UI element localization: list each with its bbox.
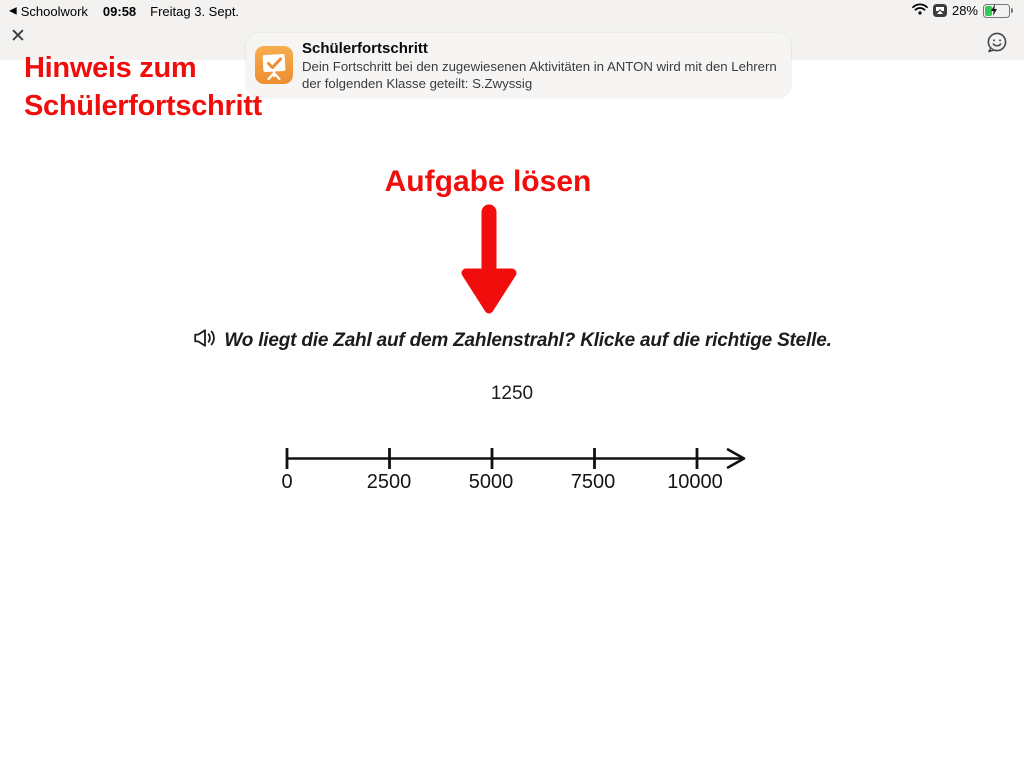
annotation-heading-line2: Schülerfortschritt (24, 90, 262, 122)
exercise-prompt: Wo liegt die Zahl auf dem Zahlenstrahl? … (224, 329, 832, 351)
battery-percent: 28% (951, 3, 978, 18)
number-line-axis[interactable] (280, 441, 758, 477)
airplay-icon (932, 4, 947, 17)
tick-label: 2500 (366, 471, 412, 493)
exercise-prompt-row: Wo liegt die Zahl auf dem Zahlenstrahl? … (0, 327, 1024, 354)
tick-label: 10000 (667, 471, 723, 493)
tick-label: 5000 (468, 471, 514, 493)
status-bar-right: 28% (912, 3, 1013, 18)
status-bar-left: ◀ Schoolwork 09:58 Freitag 3. Sept. (9, 4, 239, 20)
notification-body: Dein Fortschritt bei den zugewiesenen Ak… (302, 59, 777, 91)
close-button[interactable]: ✕ (10, 26, 26, 47)
notification-title: Schülerfortschritt (302, 40, 428, 57)
down-arrow-icon (456, 203, 522, 326)
tick-label: 0 (281, 471, 293, 493)
schoolwork-app-icon (255, 46, 293, 84)
smiley-chat-icon[interactable] (984, 30, 1010, 56)
annotation-task-label: Aufgabe lösen (384, 165, 592, 198)
notification-banner[interactable]: Schülerfortschritt Dein Fortschritt bei … (246, 33, 791, 97)
wifi-icon (912, 3, 928, 18)
target-number: 1250 (490, 383, 534, 404)
status-time: 09:58 (102, 4, 137, 19)
back-to-app-icon: ◀ (9, 5, 17, 17)
notification-texts: Schülerfortschritt Dein Fortschritt bei … (302, 40, 780, 92)
battery-charging-icon (983, 3, 1013, 18)
tick-label: 7500 (570, 471, 616, 493)
speaker-icon[interactable] (192, 327, 217, 354)
back-to-app-link[interactable]: Schoolwork (20, 4, 88, 19)
status-date: Freitag 3. Sept. (150, 4, 240, 19)
annotation-heading-line1: Hinweis zum (24, 52, 197, 84)
